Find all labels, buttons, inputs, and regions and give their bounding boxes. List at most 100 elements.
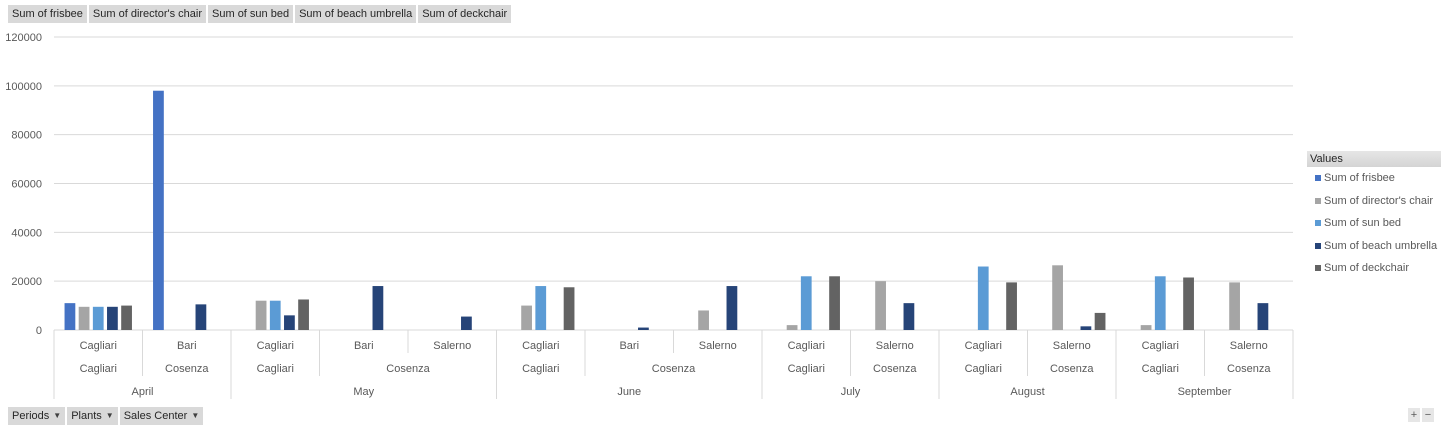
plant-label: Cagliari xyxy=(257,363,294,375)
dropdown-arrow-icon: ▼ xyxy=(191,411,200,420)
y-tick-label: 80000 xyxy=(11,130,42,142)
value-field-button-deckchair[interactable]: Sum of deckchair xyxy=(418,5,512,23)
legend-item: Sum of frisbee xyxy=(1307,167,1441,190)
period-label: June xyxy=(617,386,641,398)
y-tick-label: 0 xyxy=(36,325,42,337)
x-tick-label: Cagliari xyxy=(522,340,559,352)
value-field-buttons: Sum of frisbee Sum of director's chair S… xyxy=(8,5,512,23)
bar xyxy=(153,90,164,330)
x-tick-label: Cagliari xyxy=(257,340,294,352)
x-tick-label: Cagliari xyxy=(788,340,825,352)
bar xyxy=(64,303,76,330)
bar xyxy=(461,316,472,330)
bar xyxy=(726,286,738,330)
periods-field-button[interactable]: Periods ▼ xyxy=(8,407,66,425)
bar xyxy=(1006,282,1017,330)
expand-button[interactable]: + xyxy=(1408,408,1420,422)
legend-item: Sum of beach umbrella xyxy=(1307,235,1441,258)
x-tick-label: Cagliari xyxy=(1142,340,1179,352)
legend-item: Sum of deckchair xyxy=(1307,257,1441,280)
periods-label: Periods xyxy=(12,410,50,422)
legend-swatch xyxy=(1315,175,1321,182)
bar xyxy=(903,303,915,330)
period-label: September xyxy=(1178,386,1232,398)
x-tick-label: Salerno xyxy=(1053,340,1091,352)
plant-label: Cosenza xyxy=(652,363,696,375)
bar xyxy=(1229,282,1240,330)
legend-items: Sum of frisbee Sum of director's chair Sum… xyxy=(1307,167,1441,280)
bar xyxy=(284,315,295,330)
legend-swatch xyxy=(1315,197,1321,204)
value-field-button-sun-bed[interactable]: Sum of sun bed xyxy=(208,5,294,23)
bar xyxy=(698,310,709,330)
x-tick-label: Salerno xyxy=(1230,340,1268,352)
bar xyxy=(875,281,886,330)
y-tick-label: 20000 xyxy=(11,276,42,288)
legend-label: Sum of director's chair xyxy=(1324,194,1434,207)
bar xyxy=(1140,325,1152,330)
legend-item: Sum of sun bed xyxy=(1307,212,1441,235)
value-field-button-beach-umbrella[interactable]: Sum of beach umbrella xyxy=(295,5,417,23)
bar xyxy=(1080,326,1092,330)
plants-field-button[interactable]: Plants ▼ xyxy=(67,407,118,425)
legend-swatch xyxy=(1315,265,1321,272)
y-tick-label: 60000 xyxy=(11,179,42,191)
bar xyxy=(298,299,309,330)
bar xyxy=(78,306,90,330)
bar xyxy=(269,300,281,330)
bar xyxy=(107,306,118,330)
plants-label: Plants xyxy=(71,410,102,422)
axis-field-buttons: Periods ▼ Plants ▼ Sales Center ▼ xyxy=(8,407,204,425)
plant-label: Cagliari xyxy=(80,363,117,375)
x-tick-label: Bari xyxy=(619,340,639,352)
x-tick-label: Cagliari xyxy=(80,340,117,352)
period-label: July xyxy=(841,386,861,398)
y-tick-label: 100000 xyxy=(5,81,42,93)
legend-label: Sum of sun bed xyxy=(1324,217,1402,230)
legend: Values Sum of frisbee Sum of director's c… xyxy=(1307,151,1441,280)
x-tick-label: Salerno xyxy=(699,340,737,352)
dropdown-arrow-icon: ▼ xyxy=(105,411,114,420)
bar xyxy=(800,276,812,330)
bar xyxy=(121,305,132,330)
bar xyxy=(255,300,267,330)
x-tick-label: Cagliari xyxy=(965,340,1002,352)
collapse-button[interactable]: − xyxy=(1422,408,1434,422)
bar xyxy=(535,286,547,330)
legend-title[interactable]: Values xyxy=(1307,151,1441,167)
legend-label: Sum of frisbee xyxy=(1324,172,1395,185)
period-label: April xyxy=(131,386,153,398)
bar xyxy=(1094,312,1106,330)
plant-label: Cosenza xyxy=(386,363,430,375)
value-field-button-frisbee[interactable]: Sum of frisbee xyxy=(8,5,87,23)
bar xyxy=(1257,303,1269,330)
x-tick-label: Bari xyxy=(354,340,374,352)
zoom-controls: + − xyxy=(1408,408,1434,422)
dropdown-arrow-icon: ▼ xyxy=(53,411,62,420)
legend-swatch xyxy=(1315,220,1321,227)
bar xyxy=(1154,276,1166,330)
period-label: May xyxy=(353,386,374,398)
y-tick-label: 120000 xyxy=(5,32,42,44)
plant-label: Cosenza xyxy=(1050,363,1094,375)
sales-center-label: Sales Center xyxy=(123,410,188,422)
x-tick-label: Salerno xyxy=(433,340,471,352)
bar xyxy=(638,327,649,330)
bar xyxy=(92,306,104,330)
plant-label: Cosenza xyxy=(873,363,917,375)
legend-item: Sum of director's chair xyxy=(1307,190,1441,213)
period-label: August xyxy=(1010,386,1044,398)
plant-label: Cagliari xyxy=(522,363,559,375)
bar xyxy=(786,325,798,330)
legend-label: Sum of beach umbrella xyxy=(1324,239,1438,252)
x-tick-label: Salerno xyxy=(876,340,914,352)
sales-center-field-button[interactable]: Sales Center ▼ xyxy=(119,407,204,425)
plant-label: Cosenza xyxy=(165,363,209,375)
value-field-button-directors-chair[interactable]: Sum of director's chair xyxy=(88,5,207,23)
bar xyxy=(829,276,840,330)
x-tick-label: Bari xyxy=(177,340,197,352)
y-tick-label: 40000 xyxy=(11,227,42,239)
legend-swatch xyxy=(1315,242,1321,249)
plant-label: Cagliari xyxy=(1142,363,1179,375)
